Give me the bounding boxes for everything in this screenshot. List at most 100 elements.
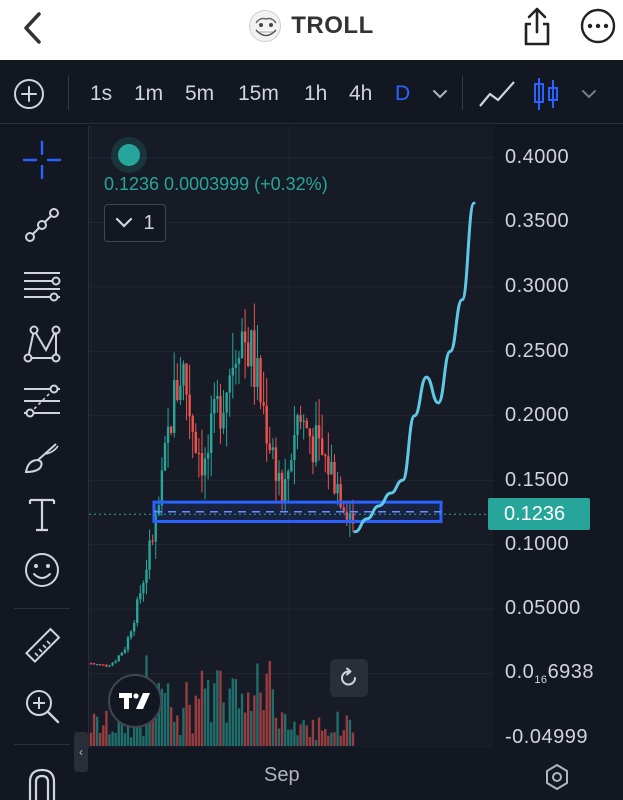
- zoom-tool[interactable]: [18, 682, 66, 730]
- volume-bar: [157, 682, 161, 746]
- tradingview-logo[interactable]: [108, 674, 162, 728]
- magnet-tool[interactable]: [18, 758, 66, 800]
- volume-bar: [256, 663, 259, 746]
- chevron-down-icon: [582, 90, 596, 99]
- candle-body: [342, 507, 345, 512]
- crosshair-tool[interactable]: [18, 136, 66, 184]
- tools-divider: [14, 608, 70, 609]
- brush-icon: [24, 443, 59, 474]
- reset-chart-button[interactable]: [330, 659, 368, 697]
- volume-bars: [89, 655, 355, 746]
- candle-body: [89, 663, 93, 665]
- volume-bar: [283, 714, 287, 746]
- volume-bar: [132, 720, 136, 746]
- measure-tool[interactable]: [18, 622, 66, 670]
- volume-bar: [129, 737, 133, 746]
- candle-body: [120, 652, 124, 656]
- candle-body: [231, 367, 234, 376]
- timeframe-dropdown[interactable]: [429, 82, 451, 106]
- candle-body: [194, 431, 197, 453]
- drawing-tools-panel: [10, 126, 74, 800]
- candle-body: [173, 380, 176, 433]
- volume-bar: [268, 661, 271, 746]
- volume-bar: [210, 722, 213, 746]
- timeframe-1s[interactable]: 1s: [90, 82, 113, 105]
- candle-body: [126, 637, 130, 650]
- candles: [89, 303, 355, 668]
- share-button[interactable]: [517, 4, 557, 48]
- candle-body: [237, 357, 241, 364]
- candle-body: [250, 330, 253, 367]
- add-indicator-button[interactable]: [12, 77, 46, 111]
- candle-body: [160, 470, 164, 506]
- candle-body: [268, 443, 271, 451]
- hexagon-settings-icon: [546, 764, 568, 790]
- tradingview-icon: [119, 693, 150, 709]
- candle-body: [132, 622, 136, 632]
- volume-bar: [342, 730, 345, 746]
- more-options-button[interactable]: [578, 6, 618, 46]
- timeframe-1h[interactable]: 1h: [304, 82, 328, 105]
- price-label: 0.4000: [505, 146, 570, 168]
- time-label: Sep: [264, 764, 300, 786]
- candle-body: [142, 583, 145, 594]
- candle-body: [265, 405, 268, 444]
- candle-body: [154, 514, 157, 542]
- magnet-icon: [28, 768, 56, 800]
- troll-face-icon: [249, 10, 282, 42]
- candle-body: [203, 458, 207, 476]
- volume-bar: [296, 735, 299, 746]
- volume-bar: [228, 688, 231, 746]
- volume-bar: [280, 712, 284, 746]
- price-axis[interactable]: 0.4000 0.3500 0.3000 0.2500 0.2000 0.150…: [493, 126, 623, 748]
- back-button[interactable]: [14, 8, 54, 48]
- toolbar-collapse-toggle[interactable]: ‹: [74, 732, 88, 772]
- fib-retracement-tool[interactable]: [18, 377, 66, 425]
- price-label: 0.2500: [505, 340, 570, 362]
- text-tool[interactable]: [18, 490, 66, 538]
- line-chart-icon: [479, 81, 515, 107]
- price-chart[interactable]: [89, 126, 494, 748]
- candle-body: [290, 460, 293, 472]
- volume-bar: [179, 735, 182, 746]
- reset-icon: [341, 667, 356, 686]
- horizontal-lines-tool[interactable]: [18, 261, 66, 309]
- candle-body: [99, 664, 102, 666]
- chart-type-dropdown[interactable]: [578, 82, 600, 106]
- candle-body: [320, 438, 324, 455]
- candle-body: [302, 420, 305, 422]
- candle-body: [308, 428, 312, 437]
- chart-settings-button[interactable]: [540, 760, 574, 794]
- volume-bar: [348, 719, 352, 746]
- brush-tool[interactable]: [18, 434, 66, 482]
- emoji-tool[interactable]: [18, 546, 66, 594]
- pattern-tool[interactable]: [18, 320, 66, 368]
- timeframe-4h[interactable]: 4h: [349, 82, 373, 105]
- candle-body: [210, 413, 213, 453]
- candle-body: [129, 631, 133, 638]
- candle-body: [330, 461, 333, 475]
- timeframe-d[interactable]: D: [395, 82, 411, 105]
- share-icon: [524, 7, 550, 46]
- projection-line: [353, 201, 476, 534]
- time-axis[interactable]: Sep: [88, 748, 623, 800]
- volume-bar: [222, 702, 225, 746]
- legend-collapse-button[interactable]: 1: [104, 204, 166, 242]
- candlestick-chart-button[interactable]: [531, 74, 561, 114]
- candle-body: [114, 661, 117, 663]
- volume-bar: [169, 707, 173, 746]
- timeframe-15m[interactable]: 15m: [238, 82, 279, 105]
- line-chart-button[interactable]: [478, 78, 516, 110]
- candle-body: [117, 655, 120, 662]
- ruler-icon: [25, 627, 61, 663]
- timeframe-1m[interactable]: 1m: [134, 82, 164, 105]
- volume-bar: [345, 715, 349, 746]
- timeframe-5m[interactable]: 5m: [185, 82, 215, 105]
- volume-bar: [166, 683, 170, 746]
- chart-toolbar: 1s 1m 5m 15m 1h 4h D: [0, 62, 623, 124]
- candle-body: [311, 436, 315, 463]
- candle-body: [277, 472, 281, 481]
- volume-bar: [111, 731, 114, 746]
- trend-line-tool[interactable]: [18, 201, 66, 249]
- volume-bar: [176, 715, 179, 746]
